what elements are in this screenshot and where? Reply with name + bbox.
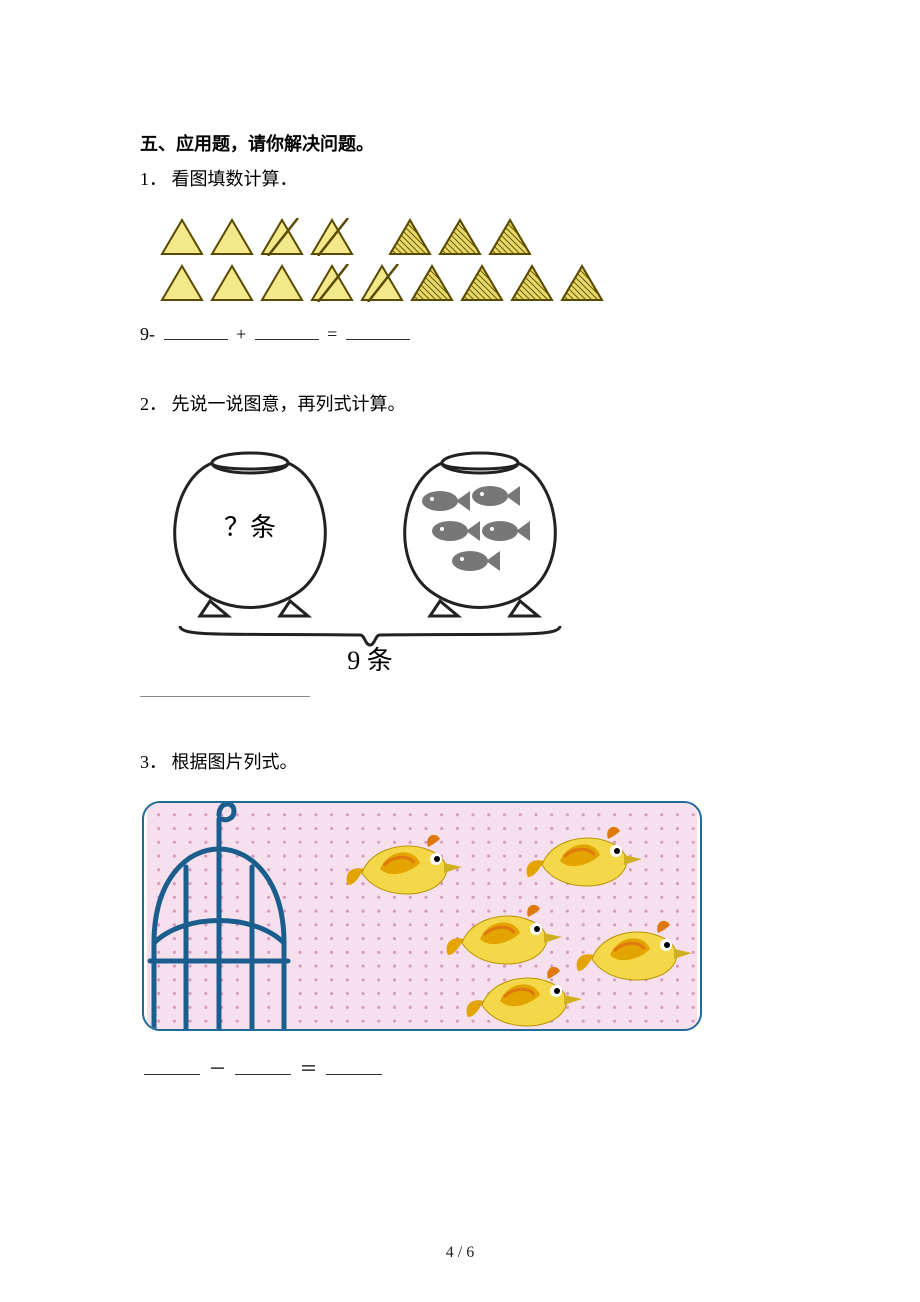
fish-icon bbox=[482, 521, 530, 541]
q1-text: 看图填数计算． bbox=[172, 169, 298, 189]
equals-sign: = bbox=[327, 324, 337, 344]
q1-blank-2[interactable] bbox=[255, 321, 319, 340]
q3-blank-3[interactable] bbox=[326, 1056, 382, 1075]
triangle-icon bbox=[360, 264, 404, 302]
q3-blank-1[interactable] bbox=[144, 1056, 200, 1075]
q3-number: 3． bbox=[140, 752, 167, 772]
section-title: 五、应用题，请你解决问题。 bbox=[140, 130, 780, 159]
q2-figure: ？条 9 条 bbox=[140, 441, 600, 671]
q3-blank-2[interactable] bbox=[235, 1056, 291, 1075]
fish-icon bbox=[472, 486, 520, 506]
triangle-icon bbox=[510, 264, 554, 302]
q2-answer-blank[interactable] bbox=[140, 696, 310, 697]
triangle-icon bbox=[160, 218, 204, 256]
q1-expr-prefix: 9- bbox=[140, 324, 155, 344]
plus-sign: + bbox=[236, 324, 246, 344]
triangle-icon bbox=[388, 218, 432, 256]
bird-icon bbox=[524, 817, 644, 903]
bird-panel bbox=[142, 801, 702, 1031]
q2-text: 先说一说图意，再列式计算。 bbox=[172, 394, 406, 414]
triangle-icon bbox=[210, 264, 254, 302]
q3-expression: － ＝ bbox=[140, 1055, 780, 1084]
triangle-icon bbox=[210, 218, 254, 256]
page-total: 6 bbox=[466, 1244, 474, 1261]
q1-figure bbox=[160, 218, 780, 302]
bird-icon bbox=[574, 911, 694, 997]
triangle-icon bbox=[438, 218, 482, 256]
page-footer: 4 / 6 bbox=[0, 1240, 920, 1266]
fish-group bbox=[422, 486, 530, 571]
q2: 2． 先说一说图意，再列式计算。 bbox=[140, 390, 780, 419]
minus-sign: － bbox=[209, 1059, 227, 1079]
equals-sign-2: ＝ bbox=[300, 1059, 318, 1079]
page: 五、应用题，请你解决问题。 1． 看图填数计算． 9- + = 2． 先说一说图… bbox=[0, 0, 920, 1302]
q3: 3． 根据图片列式。 bbox=[140, 748, 780, 777]
fish-icon bbox=[422, 491, 470, 511]
q2-number: 2． bbox=[140, 394, 167, 414]
birdcage-icon bbox=[142, 801, 304, 1031]
triangle-icon bbox=[488, 218, 532, 256]
triangle-icon bbox=[410, 264, 454, 302]
q1-number: 1． bbox=[140, 169, 167, 189]
triangle-icon bbox=[310, 218, 354, 256]
fish-icon bbox=[432, 521, 480, 541]
q1: 1． 看图填数计算． bbox=[140, 165, 780, 194]
page-current: 4 bbox=[446, 1244, 454, 1261]
bird-icon bbox=[464, 957, 584, 1031]
page-sep: / bbox=[454, 1244, 466, 1261]
q2-answer-line-wrap bbox=[140, 677, 780, 706]
fish-icon bbox=[452, 551, 500, 571]
triangle-icon bbox=[260, 218, 304, 256]
triangle-icon bbox=[460, 264, 504, 302]
triangle-icon bbox=[160, 264, 204, 302]
fishbowl-left-label: ？条 bbox=[224, 513, 276, 542]
q3-text: 根据图片列式。 bbox=[172, 752, 298, 772]
total-label: 9 条 bbox=[347, 646, 393, 671]
q1-blank-3[interactable] bbox=[346, 321, 410, 340]
triangle-icon bbox=[310, 264, 354, 302]
q1-expression: 9- + = bbox=[140, 320, 780, 349]
triangle-icon bbox=[260, 264, 304, 302]
q3-figure bbox=[142, 801, 702, 1031]
brace bbox=[180, 626, 560, 645]
q1-blank-1[interactable] bbox=[164, 321, 228, 340]
triangle-icon bbox=[560, 264, 604, 302]
